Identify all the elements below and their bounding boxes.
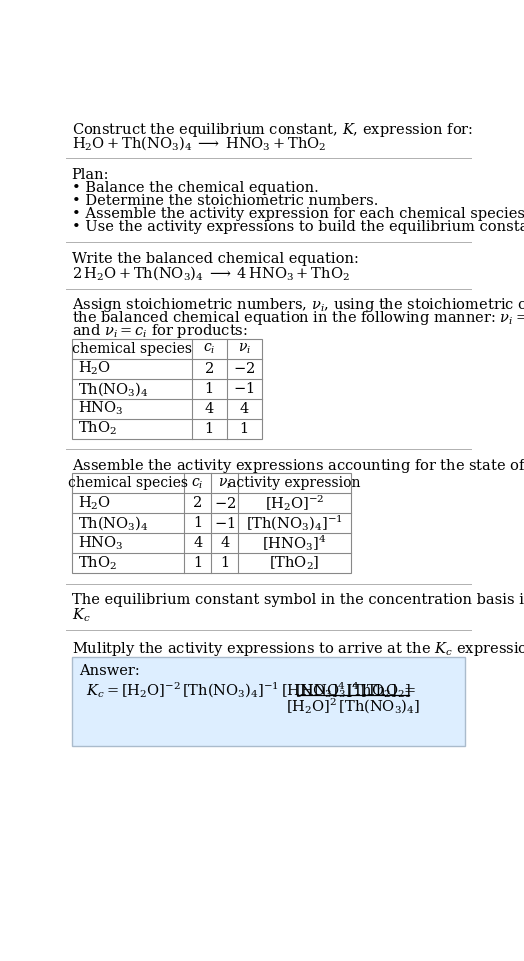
Text: Write the balanced chemical equation:: Write the balanced chemical equation: <box>72 252 358 265</box>
Text: $\nu_i$: $\nu_i$ <box>237 341 250 356</box>
Text: $K_c = [\mathrm{H_2O}]^{-2}\,[\mathrm{Th(NO_3)_4}]^{-1}\,[\mathrm{HNO_3}]^4\,[\m: $K_c = [\mathrm{H_2O}]^{-2}\,[\mathrm{Th… <box>85 680 416 700</box>
Text: 1: 1 <box>193 516 202 530</box>
Text: $[\mathrm{H_2O}]^2\,[\mathrm{Th(NO_3)_4}]$: $[\mathrm{H_2O}]^2\,[\mathrm{Th(NO_3)_4}… <box>286 697 420 716</box>
Text: The equilibrium constant symbol in the concentration basis is:: The equilibrium constant symbol in the c… <box>72 594 524 607</box>
Text: 4: 4 <box>193 536 202 551</box>
Text: $[\mathrm{HNO_3}]^4\,[\mathrm{ThO_2}]$: $[\mathrm{HNO_3}]^4\,[\mathrm{ThO_2}]$ <box>295 679 411 700</box>
Text: $\mathrm{HNO_3}$: $\mathrm{HNO_3}$ <box>78 400 123 417</box>
Text: chemical species: chemical species <box>68 477 188 490</box>
Text: $\mathrm{H_2O}$: $\mathrm{H_2O}$ <box>78 495 111 512</box>
Text: $\mathrm{ThO_2}$: $\mathrm{ThO_2}$ <box>78 554 117 572</box>
FancyBboxPatch shape <box>72 657 465 746</box>
Text: 1: 1 <box>239 422 249 435</box>
Text: activity expression: activity expression <box>228 477 361 490</box>
Text: $\mathrm{2\, H_2O + Th(NO_3)_4 \;\longrightarrow\; 4\, HNO_3 + ThO_2}$: $\mathrm{2\, H_2O + Th(NO_3)_4 \;\longri… <box>72 264 350 283</box>
Text: 2: 2 <box>205 361 214 376</box>
Text: $[\mathrm{ThO_2}]$: $[\mathrm{ThO_2}]$ <box>269 554 320 572</box>
Text: $\nu_i$: $\nu_i$ <box>218 477 231 490</box>
Text: $-2$: $-2$ <box>233 361 255 376</box>
Text: Construct the equilibrium constant, $K$, expression for:: Construct the equilibrium constant, $K$,… <box>72 121 473 139</box>
Text: $c_i$: $c_i$ <box>203 341 215 356</box>
Text: • Assemble the activity expression for each chemical species.: • Assemble the activity expression for e… <box>72 207 524 221</box>
Text: 1: 1 <box>220 556 230 571</box>
Text: 1: 1 <box>205 422 214 435</box>
Text: the balanced chemical equation in the following manner: $\nu_i = -c_i$ for react: the balanced chemical equation in the fo… <box>72 309 524 328</box>
Text: chemical species: chemical species <box>72 341 192 356</box>
Text: $-2$: $-2$ <box>214 496 236 511</box>
Text: Assign stoichiometric numbers, $\nu_i$, using the stoichiometric coefficients, $: Assign stoichiometric numbers, $\nu_i$, … <box>72 296 524 314</box>
Bar <box>72 338 261 439</box>
Text: 2: 2 <box>193 497 202 510</box>
Text: $\mathrm{Th(NO_3)_4}$: $\mathrm{Th(NO_3)_4}$ <box>78 380 149 398</box>
Text: • Determine the stoichiometric numbers.: • Determine the stoichiometric numbers. <box>72 194 378 208</box>
Text: Answer:: Answer: <box>80 663 140 678</box>
Text: Mulitply the activity expressions to arrive at the $K_c$ expression:: Mulitply the activity expressions to arr… <box>72 640 524 657</box>
Text: and $\nu_i = c_i$ for products:: and $\nu_i = c_i$ for products: <box>72 323 247 340</box>
Text: Plan:: Plan: <box>72 167 109 182</box>
Text: $[\mathrm{H_2O}]^{-2}$: $[\mathrm{H_2O}]^{-2}$ <box>265 494 324 513</box>
Text: $c_i$: $c_i$ <box>191 477 204 490</box>
Text: 4: 4 <box>220 536 230 551</box>
Text: 4: 4 <box>205 402 214 416</box>
Text: 1: 1 <box>193 556 202 571</box>
Text: $-1$: $-1$ <box>234 382 255 396</box>
Text: $\mathrm{ThO_2}$: $\mathrm{ThO_2}$ <box>78 420 117 437</box>
Text: $[\mathrm{Th(NO_3)_4}]^{-1}$: $[\mathrm{Th(NO_3)_4}]^{-1}$ <box>246 514 343 533</box>
Text: Assemble the activity expressions accounting for the state of matter and $\nu_i$: Assemble the activity expressions accoun… <box>72 457 524 475</box>
Text: • Balance the chemical equation.: • Balance the chemical equation. <box>72 181 319 195</box>
Text: $[\mathrm{HNO_3}]^4$: $[\mathrm{HNO_3}]^4$ <box>263 533 326 554</box>
Text: 1: 1 <box>205 382 214 396</box>
Text: $\mathrm{H_2O + Th(NO_3)_4 \;\longrightarrow\; HNO_3 + ThO_2}$: $\mathrm{H_2O + Th(NO_3)_4 \;\longrighta… <box>72 135 326 153</box>
Text: $\mathrm{H_2O}$: $\mathrm{H_2O}$ <box>78 360 111 378</box>
Text: $K_c$: $K_c$ <box>72 606 91 624</box>
Text: $-1$: $-1$ <box>214 516 235 530</box>
Text: 4: 4 <box>239 402 249 416</box>
Text: • Use the activity expressions to build the equilibrium constant expression.: • Use the activity expressions to build … <box>72 220 524 234</box>
Text: $\mathrm{HNO_3}$: $\mathrm{HNO_3}$ <box>78 534 123 553</box>
Bar <box>72 474 351 574</box>
Text: $\mathrm{Th(NO_3)_4}$: $\mathrm{Th(NO_3)_4}$ <box>78 514 149 532</box>
